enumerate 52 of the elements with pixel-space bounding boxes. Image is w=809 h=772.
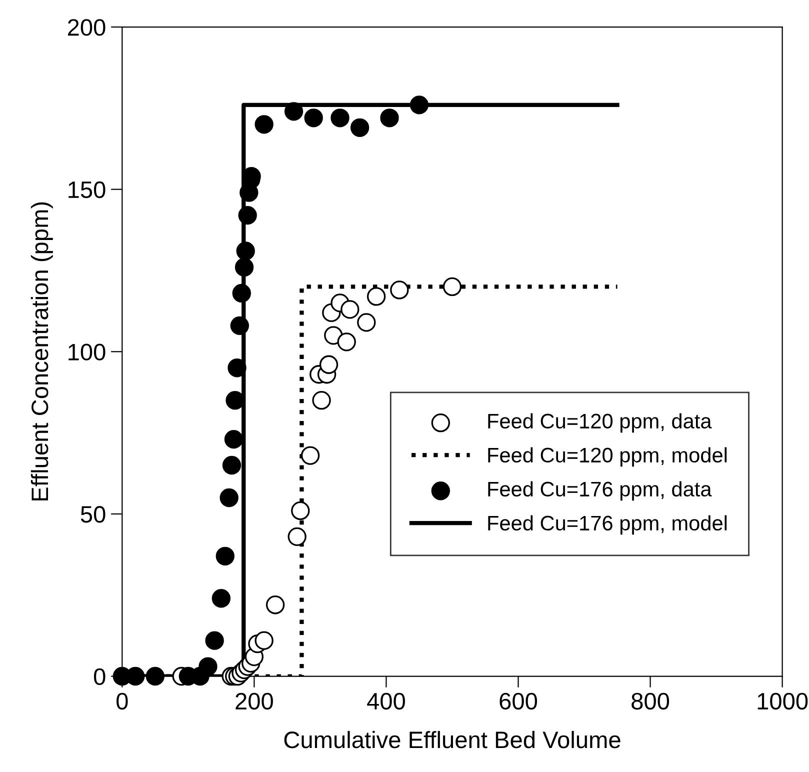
point <box>312 391 331 410</box>
x-tick-label: 600 <box>500 692 538 710</box>
point <box>340 300 360 319</box>
y-tick-label: 50 <box>80 506 106 523</box>
point <box>224 430 244 449</box>
x-tick-label: 400 <box>367 692 405 710</box>
point <box>205 631 224 650</box>
point <box>350 118 370 137</box>
y-tick-label: 200 <box>68 19 106 36</box>
point <box>380 108 399 128</box>
point <box>238 206 257 225</box>
point <box>230 316 250 336</box>
x-tick-label: 200 <box>236 692 273 710</box>
point <box>198 657 218 676</box>
y-tick-label: 150 <box>68 181 106 198</box>
point <box>212 589 231 608</box>
point <box>220 488 238 508</box>
point <box>236 242 255 260</box>
point <box>254 115 274 134</box>
legend-label: Feed Cu=120 ppm, data <box>488 413 712 433</box>
point <box>146 666 165 686</box>
point <box>291 501 310 520</box>
point <box>234 258 254 277</box>
point <box>410 96 429 114</box>
point <box>228 358 246 378</box>
point <box>300 446 320 465</box>
y-tick-label: 100 <box>68 344 106 360</box>
x-axis-title: Cumulative Effluent Bed Volume <box>284 730 620 748</box>
point <box>222 456 242 475</box>
point <box>216 546 234 566</box>
x-tick-label: 800 <box>632 692 670 710</box>
point <box>288 527 306 546</box>
legend-label: Feed Cu=120 ppm, model <box>488 447 727 467</box>
legend-label: Feed Cu=176 ppm, data <box>488 481 712 501</box>
y-axis-title: Effluent Concentration (ppm) <box>30 202 53 500</box>
point <box>366 287 386 306</box>
point <box>266 596 285 614</box>
point <box>442 277 462 296</box>
point <box>357 313 376 332</box>
point <box>330 108 350 128</box>
point <box>324 326 343 345</box>
y-tick-label: 0 <box>94 668 106 686</box>
x-tick-label: 0 <box>116 692 128 710</box>
point <box>319 355 338 374</box>
point <box>304 108 323 128</box>
point <box>390 280 409 300</box>
x-tick-label: 1000 <box>758 692 808 710</box>
point <box>337 332 356 352</box>
point <box>232 284 251 303</box>
point <box>284 102 304 121</box>
point <box>254 631 274 650</box>
legend-label: Feed Cu=176 ppm, model <box>488 515 727 535</box>
